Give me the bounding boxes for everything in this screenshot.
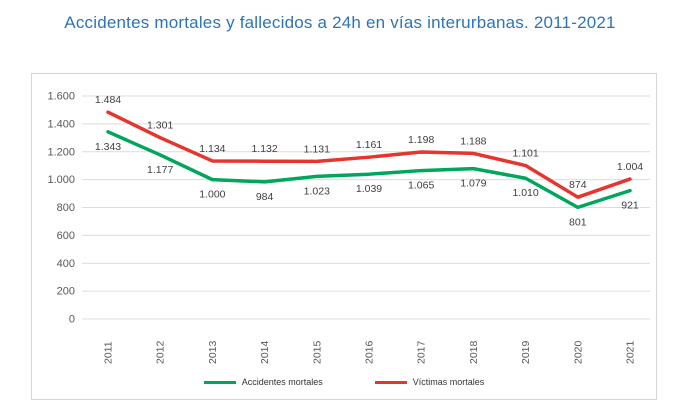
data-label-accidentes: 1.000 <box>199 189 225 201</box>
legend-item-accidentes-mortales: Accidentes mortales <box>203 377 323 387</box>
data-label-victimas: 1.301 <box>147 120 173 132</box>
data-label-accidentes: 1.079 <box>460 178 486 190</box>
y-axis-tick-label: 0 <box>69 314 75 326</box>
legend-swatch-red-line <box>374 380 407 384</box>
series-line-victimas <box>106 110 632 199</box>
x-axis-tick-label: 2019 <box>520 340 532 364</box>
y-axis-tick-label: 200 <box>57 286 75 298</box>
data-label-victimas: 1.134 <box>199 143 225 155</box>
x-axis-tick-label: 2015 <box>311 340 323 364</box>
data-label-victimas: 1.004 <box>617 161 643 173</box>
data-label-victimas: 1.161 <box>356 139 382 151</box>
x-axis-tick-label: 2021 <box>625 340 637 364</box>
x-axis-tick-label: 2013 <box>207 340 219 364</box>
x-axis-tick-label: 2020 <box>572 340 584 364</box>
line-chart: 0 200 400 600 800 1.000 1.200 1.400 1.600 2011 201… <box>47 91 650 364</box>
x-axis-tick-label: 2014 <box>259 340 271 364</box>
data-label-accidentes: 984 <box>256 191 274 203</box>
data-label-accidentes: 1.177 <box>147 164 173 176</box>
data-label-accidentes: 801 <box>569 216 587 228</box>
data-label-accidentes: 921 <box>621 200 639 212</box>
legend-label-victimas-mortales: Víctimas mortales <box>412 377 485 387</box>
data-label-victimas: 1.101 <box>512 148 538 160</box>
x-axis-tick-label: 2018 <box>468 340 480 364</box>
data-label-victimas: 874 <box>569 179 587 191</box>
data-label-accidentes: 1.065 <box>408 180 434 192</box>
data-label-accidentes: 1.343 <box>95 141 121 153</box>
data-label-accidentes: 1.023 <box>304 185 330 197</box>
legend-item-victimas-mortales: Víctimas mortales <box>374 377 485 387</box>
data-label-victimas: 1.198 <box>408 134 434 146</box>
chart-title: Accidentes mortales y fallecidos a 24h e… <box>64 13 616 32</box>
data-label-victimas: 1.132 <box>251 143 277 155</box>
y-axis-tick-label: 400 <box>57 258 75 270</box>
y-axis-tick-label: 1.600 <box>47 91 75 103</box>
data-label-accidentes: 1.010 <box>512 187 538 199</box>
x-axis-tick-label: 2017 <box>416 340 428 364</box>
chart-container: 0 200 400 600 800 1.000 1.200 1.400 1.600 2011 201… <box>31 73 657 400</box>
y-axis-tick-label: 1.000 <box>47 174 75 186</box>
series-line-accidentes <box>106 130 632 210</box>
data-label-accidentes: 1.039 <box>356 183 382 195</box>
data-label-victimas: 1.484 <box>95 94 121 106</box>
y-axis-tick-label: 1.400 <box>47 118 75 130</box>
chart-legend: Accidentes mortales Víctimas mortales <box>32 377 656 387</box>
y-axis-tick-label: 600 <box>57 230 75 242</box>
data-label-victimas: 1.188 <box>460 135 486 147</box>
y-axis-tick-label: 800 <box>57 202 75 214</box>
x-axis-tick-label: 2011 <box>103 341 115 364</box>
data-label-victimas: 1.131 <box>304 143 330 155</box>
x-axis-tick-label: 2012 <box>155 340 167 364</box>
x-axis-tick-label: 2016 <box>364 340 376 364</box>
y-axis-tick-label: 1.200 <box>47 146 75 158</box>
legend-label-accidentes-mortales: Accidentes mortales <box>241 377 323 387</box>
legend-swatch-green-line <box>203 380 236 384</box>
